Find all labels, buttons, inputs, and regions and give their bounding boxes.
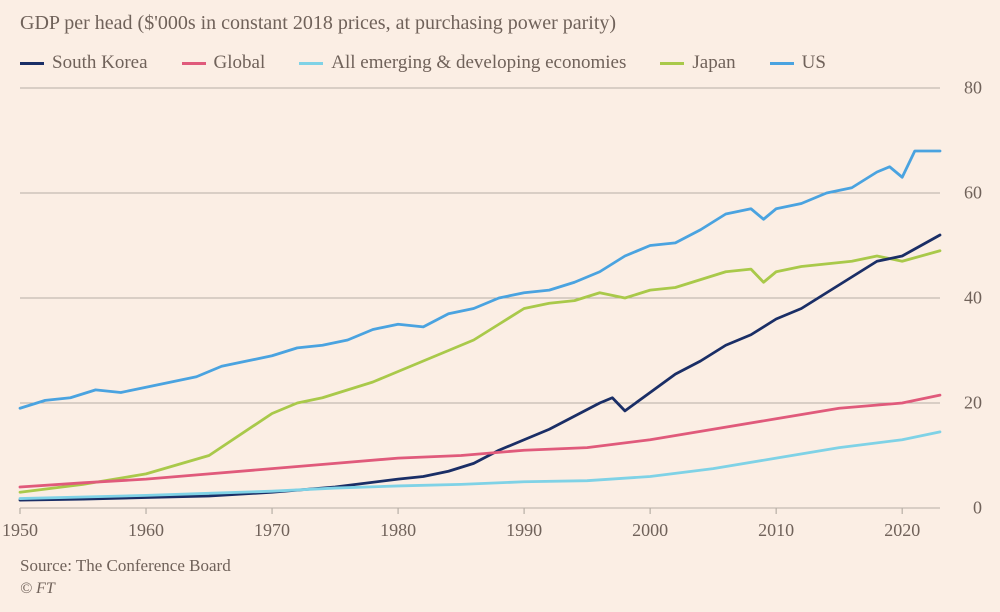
y-tick-label: 40 (952, 288, 982, 309)
x-tick-label: 2000 (620, 520, 680, 541)
y-tick-label: 20 (952, 393, 982, 414)
y-tick-label: 60 (952, 183, 982, 204)
chart-container: GDP per head ($'000s in constant 2018 pr… (0, 0, 1000, 612)
x-tick-label: 2020 (872, 520, 932, 541)
series-line (20, 151, 940, 408)
x-tick-label: 1950 (0, 520, 50, 541)
x-tick-label: 1970 (242, 520, 302, 541)
x-tick-label: 1980 (368, 520, 428, 541)
y-tick-label: 80 (952, 78, 982, 99)
series-line (20, 395, 940, 487)
source-text: Source: The Conference Board (20, 556, 231, 576)
series-line (20, 251, 940, 493)
x-tick-label: 1960 (116, 520, 176, 541)
y-tick-label: 0 (952, 498, 982, 519)
x-tick-label: 2010 (746, 520, 806, 541)
series-line (20, 235, 940, 500)
x-tick-label: 1990 (494, 520, 554, 541)
credit-text: © FT (20, 580, 55, 598)
series-line (20, 432, 940, 499)
